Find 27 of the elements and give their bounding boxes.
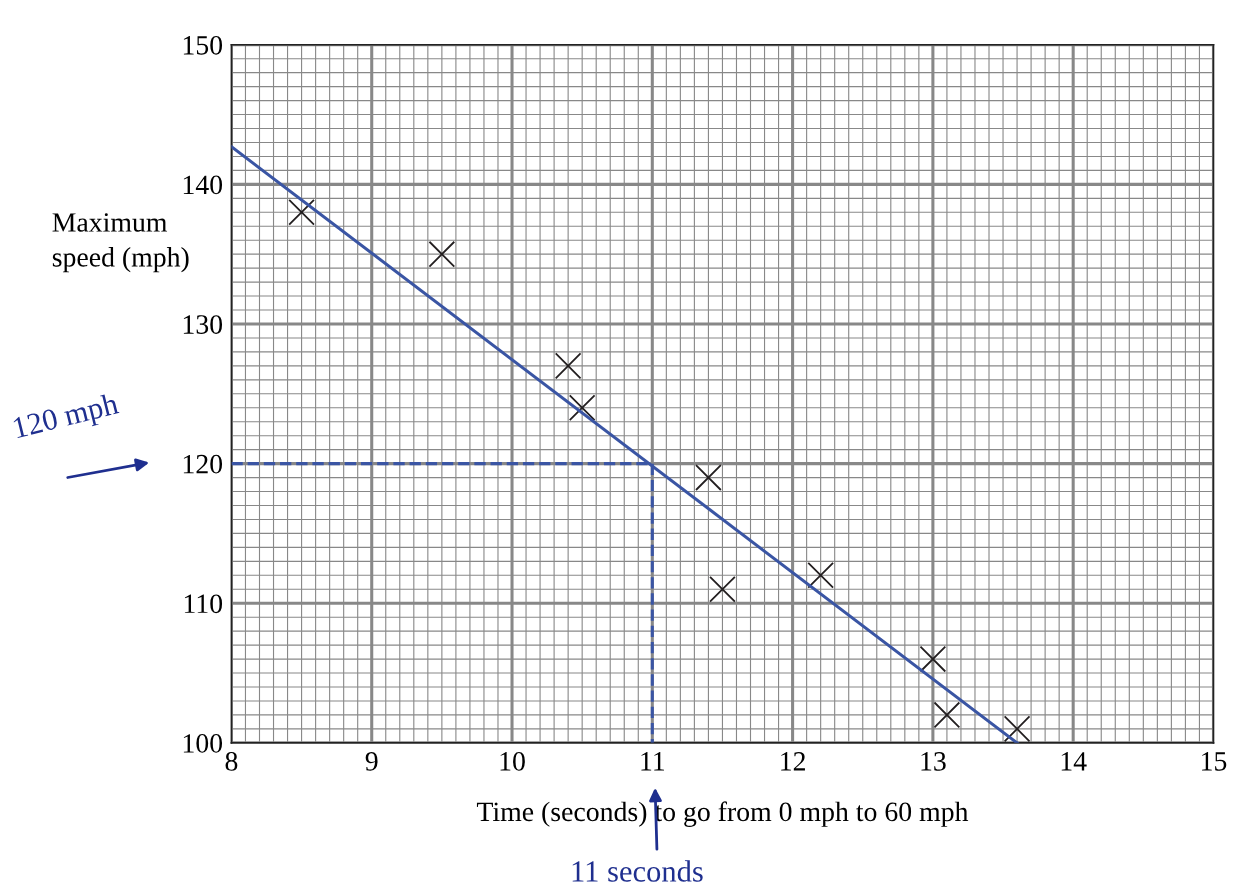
point — [807, 561, 834, 589]
point — [695, 464, 722, 491]
x-tick-label: 10 — [500, 751, 525, 771]
y-tick-label: 100 — [183, 734, 223, 753]
y-tick-label: 110 — [184, 594, 223, 614]
point — [554, 352, 582, 380]
x-tick-label: 8 — [225, 751, 238, 771]
text: 11 seconds — [572, 860, 703, 882]
point — [428, 240, 456, 268]
y-tick-label: 120 — [183, 454, 223, 474]
x-tick-label: 15 — [1202, 752, 1227, 771]
point — [709, 575, 736, 603]
x-tick-label: 13 — [921, 752, 946, 771]
x-tick-label: 11 — [641, 752, 665, 771]
point — [1003, 715, 1031, 743]
x-tick-label: 12 — [781, 752, 805, 771]
text: 120 mph — [12, 392, 121, 445]
y-axis-title: Maximum speed (mph) — [52, 213, 189, 273]
y-tick-label: 140 — [183, 175, 223, 195]
point — [919, 645, 947, 673]
y-tick-label: 150 — [183, 35, 223, 55]
y-tick-label: 130 — [183, 315, 223, 334]
point — [288, 198, 315, 226]
x-tick-label: 14 — [1061, 752, 1087, 771]
point — [568, 394, 596, 422]
x-tick-label: 9 — [365, 752, 378, 771]
point — [933, 701, 961, 729]
